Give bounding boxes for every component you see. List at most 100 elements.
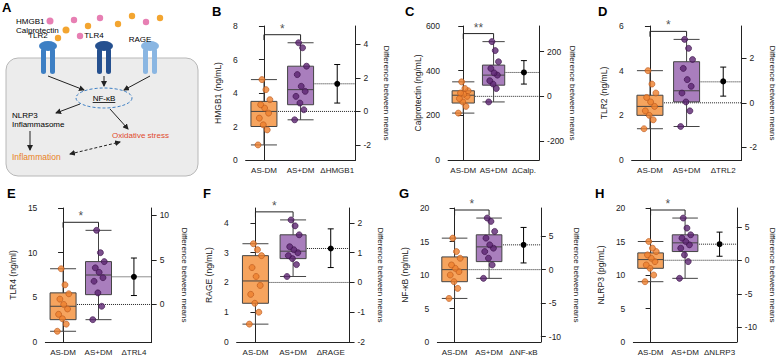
- svg-text:-5: -5: [549, 298, 557, 308]
- svg-text:E: E: [7, 186, 16, 201]
- svg-text:AS+DM: AS+DM: [673, 166, 701, 175]
- svg-text:*: *: [666, 197, 671, 211]
- svg-text:0: 0: [358, 277, 363, 287]
- svg-text:Difference between means: Difference between means: [382, 45, 391, 140]
- svg-text:AS+DM: AS+DM: [287, 166, 315, 175]
- svg-text:2: 2: [233, 122, 238, 132]
- svg-text:0: 0: [425, 337, 430, 347]
- svg-text:5: 5: [425, 304, 430, 314]
- svg-text:Inflammasome: Inflammasome: [12, 120, 65, 129]
- svg-text:ΔTRL4: ΔTRL4: [121, 348, 146, 357]
- svg-text:-2: -2: [364, 140, 372, 150]
- svg-text:AS-DM: AS-DM: [50, 348, 76, 357]
- svg-text:10: 10: [616, 270, 626, 280]
- svg-text:AS+DM: AS+DM: [671, 348, 699, 357]
- svg-text:20: 20: [420, 203, 430, 213]
- svg-text:AS-DM: AS-DM: [251, 166, 277, 175]
- svg-text:A: A: [2, 0, 12, 15]
- svg-text:AS-DM: AS-DM: [638, 348, 664, 357]
- svg-text:10: 10: [160, 210, 170, 220]
- svg-text:4: 4: [619, 66, 624, 76]
- svg-text:*: *: [78, 209, 83, 223]
- svg-text:AS+DM: AS+DM: [475, 348, 503, 357]
- svg-text:0: 0: [33, 337, 38, 347]
- svg-text:AS+DM: AS+DM: [480, 166, 508, 175]
- svg-text:5: 5: [33, 292, 38, 302]
- svg-text:3: 3: [224, 248, 229, 258]
- svg-text:HMGB1: HMGB1: [16, 17, 45, 26]
- svg-text:4: 4: [233, 88, 238, 98]
- svg-text:-2: -2: [358, 337, 366, 347]
- svg-text:ΔNLRP3: ΔNLRP3: [704, 348, 736, 357]
- svg-text:0: 0: [435, 155, 440, 165]
- svg-text:AS-DM: AS-DM: [450, 166, 476, 175]
- svg-text:**: **: [474, 21, 484, 35]
- svg-text:0: 0: [549, 265, 554, 275]
- svg-text:Oxidative stress: Oxidative stress: [112, 131, 169, 140]
- svg-text:NLRP3 (pg/mL): NLRP3 (pg/mL): [596, 245, 606, 304]
- svg-text:Calprotectin (ng/mL): Calprotectin (ng/mL): [413, 54, 423, 131]
- svg-text:AS+DM: AS+DM: [85, 348, 113, 357]
- svg-text:0: 0: [745, 255, 750, 265]
- svg-text:0: 0: [621, 337, 626, 347]
- svg-text:0: 0: [547, 91, 552, 101]
- svg-text:-10: -10: [745, 322, 758, 332]
- svg-text:TLR2 (ng/mL): TLR2 (ng/mL): [599, 67, 609, 120]
- svg-text:0: 0: [233, 155, 238, 165]
- svg-text:0: 0: [364, 106, 369, 116]
- svg-text:Inflammation: Inflammation: [12, 152, 61, 162]
- svg-text:*: *: [280, 22, 285, 36]
- svg-text:TLR2: TLR2: [28, 31, 48, 40]
- svg-text:600: 600: [426, 21, 440, 31]
- svg-text:5: 5: [160, 255, 165, 265]
- svg-text:6: 6: [619, 21, 624, 31]
- svg-text:F: F: [203, 186, 211, 201]
- svg-text:*: *: [666, 18, 671, 32]
- svg-text:Difference between means: Difference between means: [180, 227, 189, 322]
- svg-text:20: 20: [616, 203, 626, 213]
- svg-text:5: 5: [549, 231, 554, 241]
- svg-text:G: G: [399, 186, 409, 201]
- svg-text:B: B: [212, 4, 221, 19]
- svg-text:AS-DM: AS-DM: [243, 348, 269, 357]
- svg-text:400: 400: [426, 66, 440, 76]
- svg-text:2: 2: [358, 218, 363, 228]
- svg-text:RAGE: RAGE: [129, 35, 152, 44]
- svg-text:ΔHMGB1: ΔHMGB1: [320, 166, 354, 175]
- svg-text:-10: -10: [549, 332, 562, 342]
- svg-text:4: 4: [224, 218, 229, 228]
- svg-text:5: 5: [745, 222, 750, 232]
- svg-text:AS-DM: AS-DM: [442, 348, 468, 357]
- svg-text:2: 2: [750, 53, 755, 63]
- svg-text:-200: -200: [547, 136, 564, 146]
- svg-text:200: 200: [426, 110, 440, 120]
- svg-text:-2: -2: [750, 142, 758, 152]
- svg-text:ΔCalp.: ΔCalp.: [512, 166, 536, 175]
- svg-text:NF-κB: NF-κB: [93, 94, 116, 103]
- svg-text:200: 200: [547, 47, 561, 57]
- svg-text:C: C: [405, 4, 415, 19]
- svg-text:15: 15: [616, 237, 626, 247]
- svg-text:0: 0: [160, 299, 165, 309]
- svg-text:2: 2: [224, 277, 229, 287]
- svg-text:ΔNF-κB: ΔNF-κB: [510, 348, 538, 357]
- svg-text:4: 4: [364, 39, 369, 49]
- svg-text:NLRP3: NLRP3: [12, 111, 38, 120]
- svg-text:-5: -5: [745, 289, 753, 299]
- svg-text:6: 6: [233, 55, 238, 65]
- svg-text:5: 5: [621, 304, 626, 314]
- svg-text:8: 8: [233, 21, 238, 31]
- svg-text:0: 0: [224, 337, 229, 347]
- svg-text:TLR4 (ng/ml): TLR4 (ng/ml): [8, 250, 18, 300]
- svg-text:0: 0: [619, 155, 624, 165]
- svg-text:AS+DM: AS+DM: [279, 348, 307, 357]
- svg-text:ΔTRL2: ΔTRL2: [711, 166, 736, 175]
- svg-text:Difference between means: Difference between means: [376, 227, 385, 322]
- svg-text:D: D: [598, 4, 607, 19]
- svg-text:10: 10: [420, 270, 430, 280]
- svg-text:-1: -1: [358, 307, 366, 317]
- svg-text:NF-κB (ng/mL): NF-κB (ng/mL): [400, 247, 410, 303]
- svg-text:10: 10: [28, 248, 38, 258]
- svg-text:0: 0: [750, 98, 755, 108]
- svg-text:1: 1: [358, 248, 363, 258]
